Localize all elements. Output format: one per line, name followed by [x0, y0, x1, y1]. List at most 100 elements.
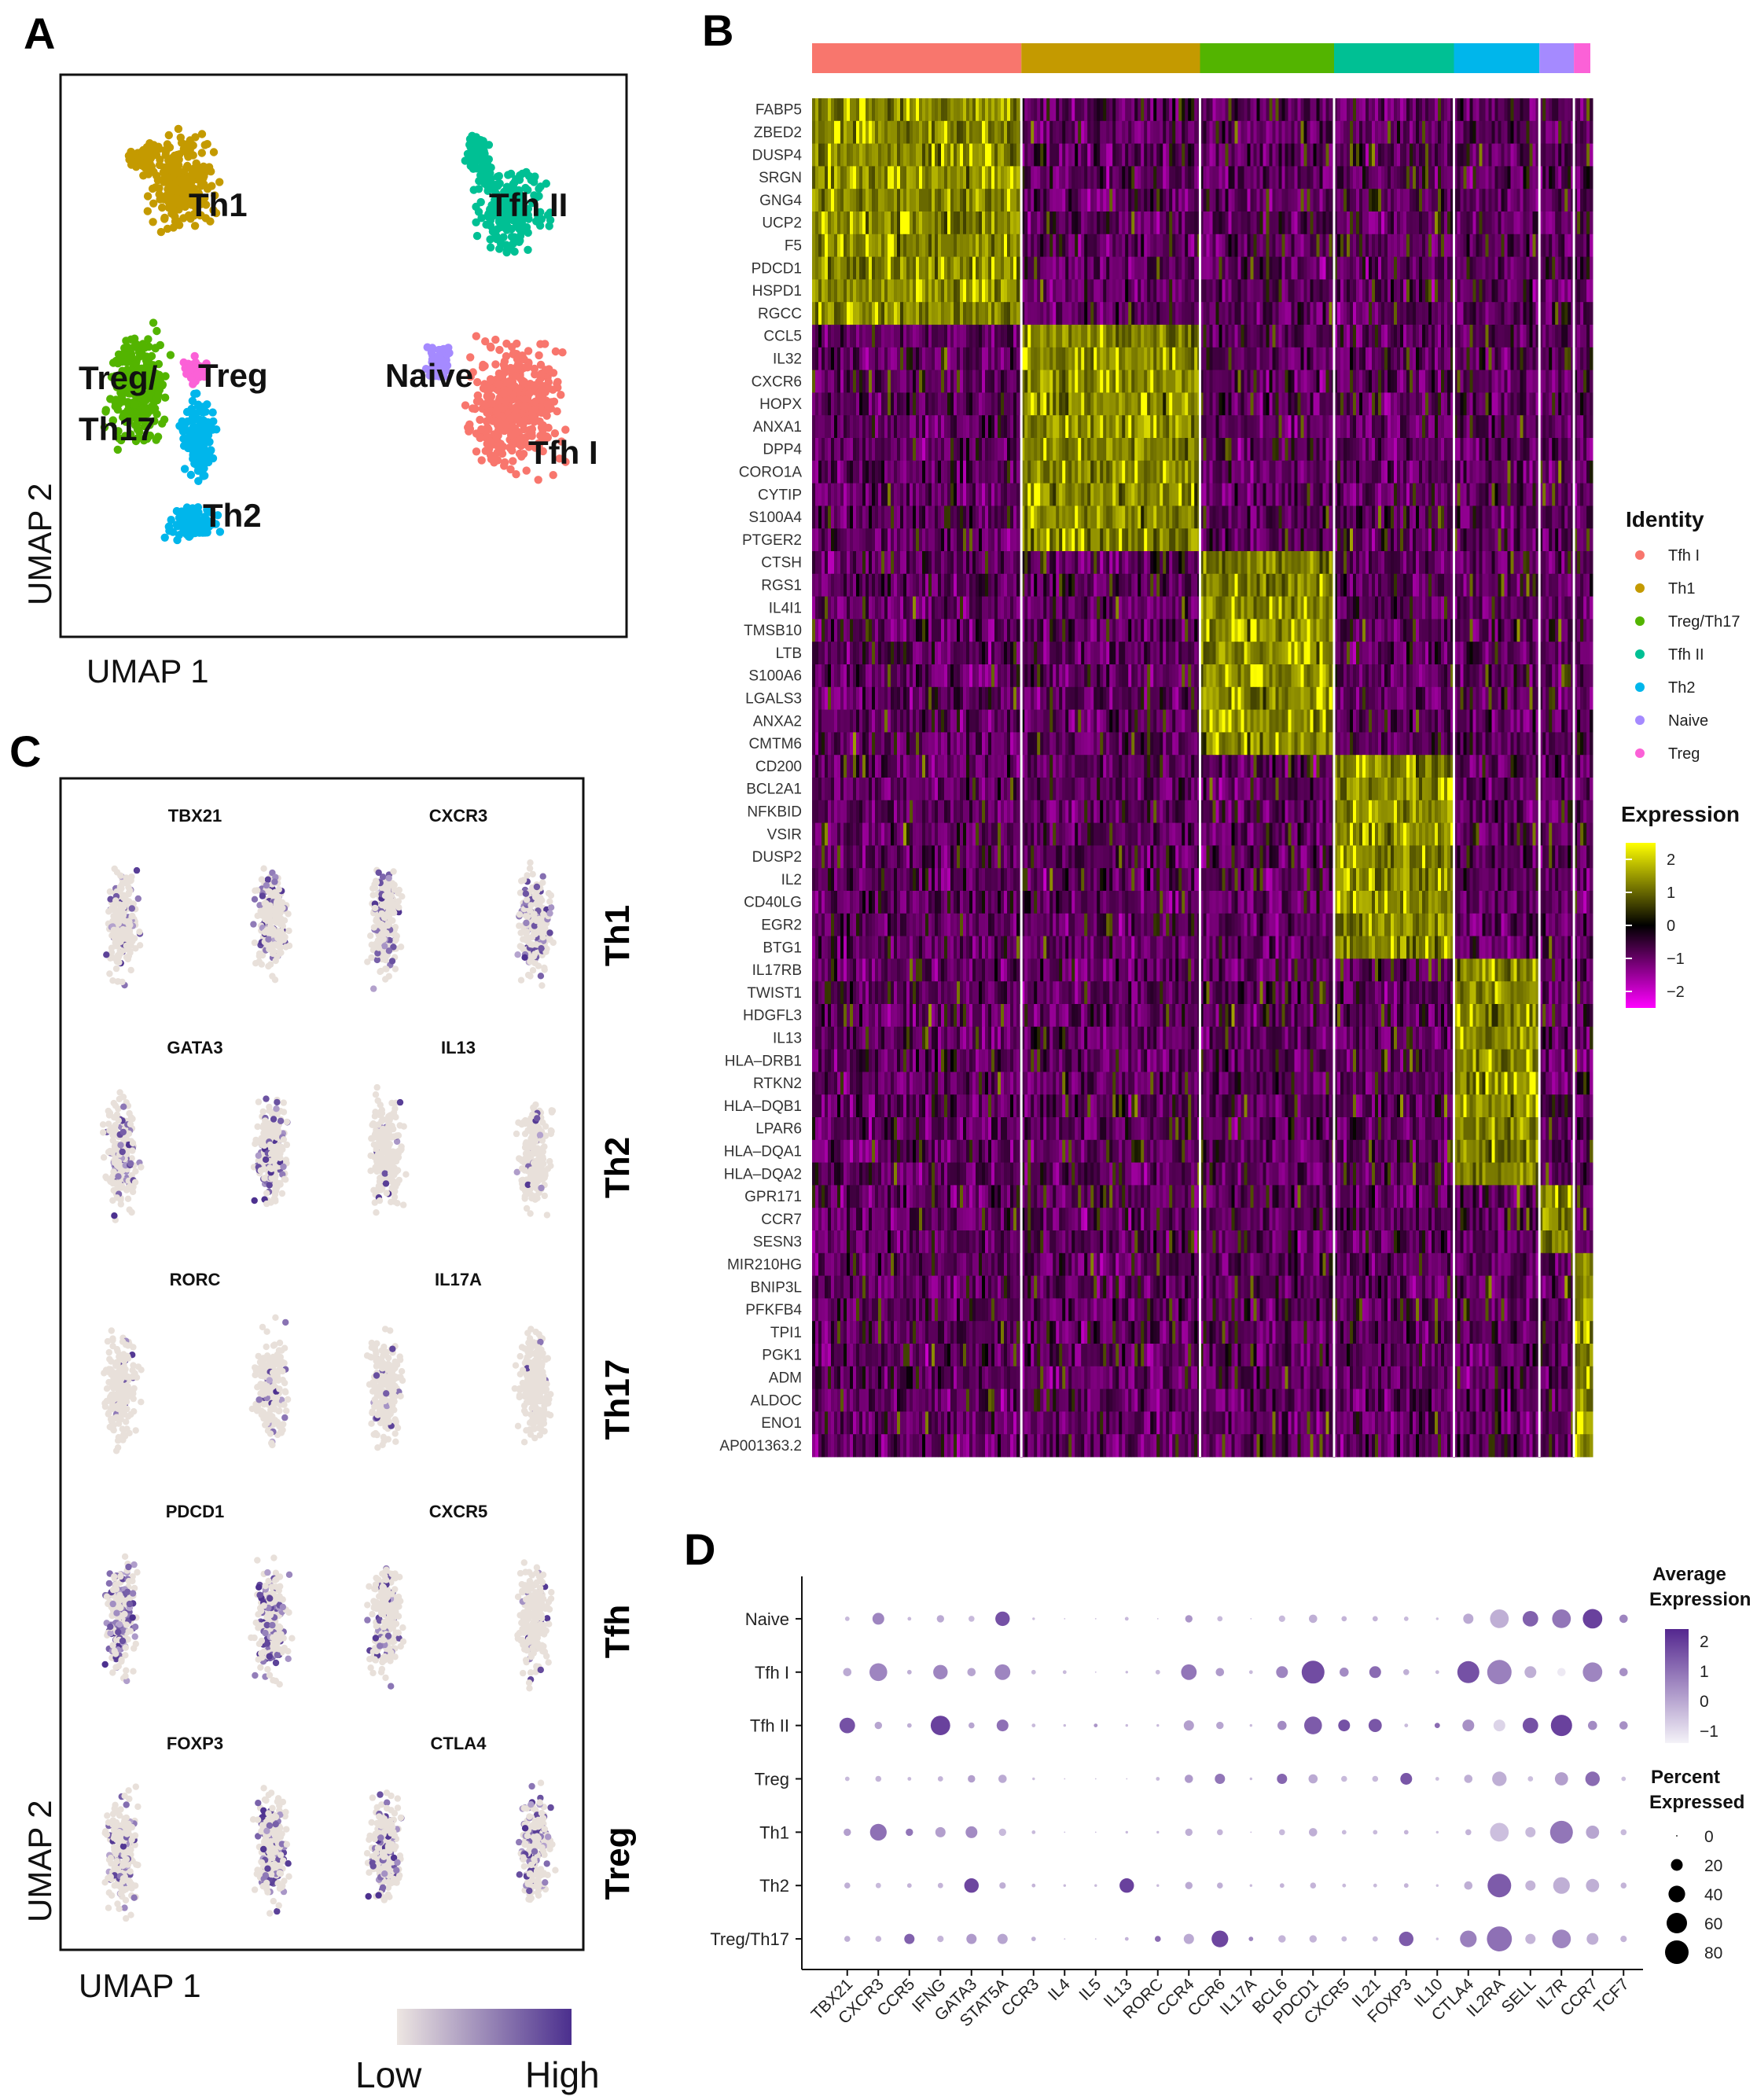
heatmap-cell-strip [1447, 347, 1451, 370]
heatmap-cell-strip [1034, 234, 1038, 257]
heatmap-cell-strip [884, 392, 888, 416]
heatmap-cell-strip [1568, 325, 1571, 348]
umap-point [198, 454, 207, 464]
heatmap-cell-strip [1172, 279, 1176, 303]
heatmap-cell-strip [1285, 166, 1288, 189]
heatmap-cell-strip [822, 120, 825, 144]
heatmap-cell-strip [903, 143, 907, 167]
heatmap-cell-strip [1001, 98, 1005, 122]
heatmap-cell-strip [1294, 347, 1298, 370]
heatmap-cell-strip [1194, 143, 1198, 167]
heatmap-cell-strip [1081, 234, 1085, 257]
heatmap-cell-strip [872, 166, 876, 189]
heatmap-cell-strip [1112, 302, 1116, 325]
heatmap-cell-strip [1568, 370, 1571, 393]
heatmap-cell-strip [1362, 256, 1366, 280]
heatmap-cell-strip [1024, 166, 1028, 189]
heatmap-cell-strip [856, 370, 860, 393]
heatmap-cell-strip [1185, 120, 1189, 144]
heatmap-cell-strip [1043, 234, 1047, 257]
heatmap-cell-strip [963, 120, 967, 144]
heatmap-cell-strip [991, 256, 995, 280]
heatmap-cell-strip [1263, 166, 1266, 189]
heatmap-cell-strip [1119, 325, 1123, 348]
heatmap-cell-strip [1359, 143, 1363, 167]
heatmap-cell-strip [969, 256, 973, 280]
heatmap-cell-strip [1153, 302, 1157, 325]
heatmap-cell-strip [1294, 166, 1298, 189]
heatmap-cell-strip [1359, 347, 1363, 370]
heatmap-cell-strip [1432, 234, 1435, 257]
heatmap-cell-strip [1583, 302, 1587, 325]
heatmap-cell-strip [1065, 347, 1069, 370]
heatmap-cell-strip [1516, 256, 1520, 280]
heatmap-cell-strip [1175, 347, 1179, 370]
heatmap-cell-strip [1307, 370, 1310, 393]
heatmap-cell-strip [888, 325, 891, 348]
heatmap-cell-strip [878, 370, 882, 393]
heatmap-cell-strip [913, 189, 917, 212]
heatmap-cell-strip [944, 325, 948, 348]
umap-point [472, 157, 480, 166]
heatmap-cell-strip [1564, 98, 1568, 122]
heatmap-cell-strip [1291, 98, 1295, 122]
heatmap-cell-strip [1428, 370, 1432, 393]
heatmap-cell-strip [938, 143, 942, 167]
heatmap-cell-strip [1259, 325, 1263, 348]
heatmap-cell-strip [903, 234, 907, 257]
heatmap-cell-strip [1441, 302, 1445, 325]
heatmap-cell-strip [1125, 347, 1129, 370]
heatmap-cell-strip [1526, 325, 1530, 348]
heatmap-cell-strip [1094, 189, 1097, 212]
heatmap-cell-strip [862, 120, 866, 144]
heatmap-cell-strip [1313, 120, 1317, 144]
heatmap-cell-strip [1191, 370, 1195, 393]
heatmap-cell-strip [1125, 302, 1129, 325]
heatmap-cell-strip [1564, 143, 1568, 167]
heatmap-cell-strip [1362, 211, 1366, 235]
heatmap-cell-strip [1259, 98, 1263, 122]
heatmap-cell-strip [1024, 279, 1028, 303]
heatmap-cell-strip [1388, 279, 1391, 303]
heatmap-cell-strip [1586, 256, 1590, 280]
heatmap-cell-strip [919, 143, 923, 167]
heatmap-cell-strip [1172, 256, 1176, 280]
heatmap-cell-strip [1546, 256, 1549, 280]
heatmap-cell-strip [1212, 370, 1216, 393]
umap-point [486, 243, 495, 252]
heatmap-cell-strip [1234, 325, 1238, 348]
heatmap-cell-strip [1141, 120, 1145, 144]
heatmap-cell-strip [1234, 370, 1238, 393]
heatmap-cell-strip [1222, 98, 1226, 122]
heatmap-cell-strip [1272, 234, 1276, 257]
heatmap-cell-strip [1561, 143, 1565, 167]
heatmap-cell-strip [966, 392, 970, 416]
heatmap-cell-strip [1237, 325, 1241, 348]
heatmap-cell-strip [1109, 347, 1113, 370]
heatmap-cell-strip [1510, 234, 1514, 257]
heatmap-cell-strip [1441, 211, 1445, 235]
heatmap-cell-strip [1275, 370, 1279, 393]
heatmap-cell-strip [1040, 143, 1044, 167]
heatmap-cell-strip [888, 302, 891, 325]
heatmap-cell-strip [1094, 347, 1097, 370]
heatmap-cell-strip [850, 189, 854, 212]
heatmap-cell-strip [1463, 143, 1467, 167]
heatmap-cell-strip [1194, 120, 1198, 144]
heatmap-cell-strip [1178, 302, 1182, 325]
heatmap-cell-strip [825, 370, 829, 393]
heatmap-cell-strip [1131, 325, 1135, 348]
heatmap-cell-strip [1147, 302, 1151, 325]
heatmap-cell-strip [875, 234, 879, 257]
heatmap-cell-strip [1253, 211, 1257, 235]
heatmap-cell-strip [1219, 189, 1222, 212]
heatmap-cell-strip [1397, 211, 1401, 235]
heatmap-cell-strip [988, 347, 992, 370]
heatmap-cell-strip [1381, 120, 1385, 144]
umap-point [481, 447, 490, 455]
heatmap-cell-strip [1256, 98, 1260, 122]
heatmap-cell-strip [1590, 325, 1593, 348]
heatmap-cell-strip [862, 143, 866, 167]
heatmap-cell-strip [966, 211, 970, 235]
heatmap-cell-strip [1160, 98, 1163, 122]
